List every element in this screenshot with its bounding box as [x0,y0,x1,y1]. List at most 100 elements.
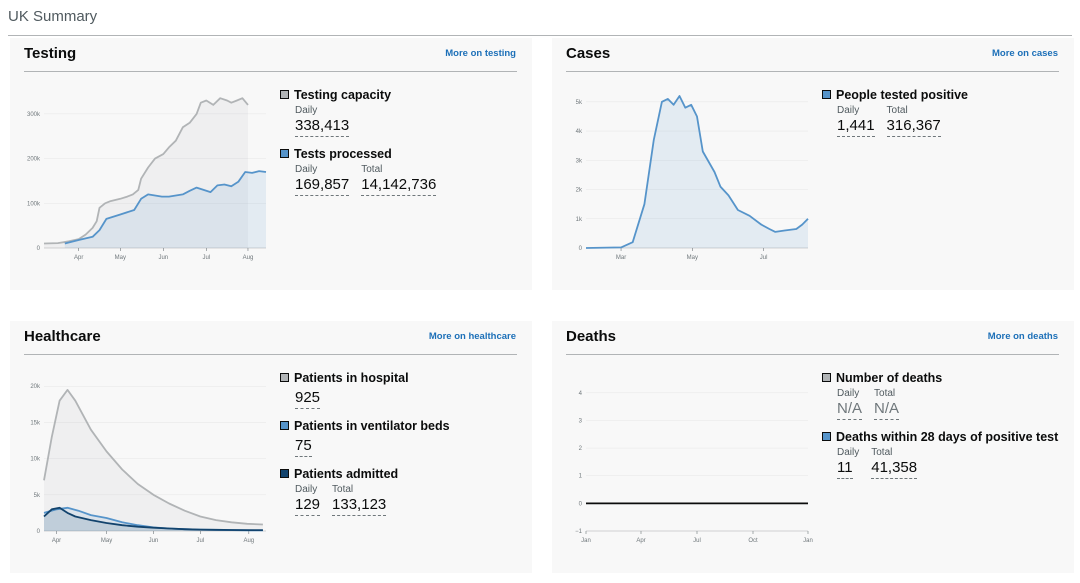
series-line-0 [43,388,263,526]
card-title: Cases [566,45,611,62]
y-tick-label: 0 [37,246,41,252]
metric-figures: Daily 169,857 Total 14,142,736 [280,164,520,196]
x-tick-label: Aug [243,255,254,261]
metric: Testing capacity Daily 338,413 [280,86,520,137]
metric: Number of deaths Daily N/A Total N/A [822,369,1062,420]
metric-label-row: People tested positive [822,86,1062,104]
figure-caption: Total [361,164,383,175]
y-tick-label: 5k [576,100,583,106]
cases-chart: 0 1k 2k 3k 4k 5k Mar May Jul [576,95,809,261]
x-tick-label: Jul [203,255,211,261]
figure-caption: Total [886,105,908,116]
metric-figure: Daily 11 [837,447,859,479]
cases-metrics: People tested positive Daily 1,441 Total 316… [822,86,1062,145]
card-title: Testing [24,45,77,62]
metric-figures: 925 [280,388,520,409]
figure-value[interactable]: 41,358 [871,458,918,479]
card-cases: Cases More on cases 0 1k 2k 3k 4k 5k Mar May Jul… [552,38,1074,290]
more-on-healthcare-link[interactable]: More on healthcare [428,331,516,342]
series-line-0 [585,95,809,249]
y-tick-label: 3 [579,418,583,424]
y-tick-label: 3k [576,158,583,164]
y-tick-label: 1 [579,474,583,480]
y-tick-label: 4k [576,129,583,135]
y-tick-label: 5k [34,493,41,499]
metric-label-row: Deaths within 28 days of positive test [822,428,1062,446]
metric: Deaths within 28 days of positive test Da… [822,428,1062,479]
y-tick-label: 200k [27,157,41,163]
figure-caption: Daily [295,484,318,495]
x-tick-label: Apr [636,538,645,544]
y-tick-label: 300k [27,112,41,118]
figure-caption: Total [871,447,893,458]
figure-value[interactable]: 925 [295,388,321,409]
metric-label-row: Number of deaths [822,369,1062,387]
metric-label: Number of deaths [836,371,943,385]
figure-caption: Daily [295,164,318,175]
legend-swatch-icon [280,90,289,99]
x-tick-label: Jul [197,538,205,544]
deaths-metrics: Number of deaths Daily N/A Total N/A Deaths w… [822,369,1062,487]
y-tick-label: −1 [575,529,583,535]
metric-figure: Total 316,367 [886,105,941,137]
x-tick-label: Apr [74,255,83,261]
y-tick-label: 0 [579,246,583,252]
card-deaths: Deaths More on deaths −1 0 1 2 3 4 Jan Apr Jul Oc… [552,321,1074,573]
y-tick-label: 20k [30,384,41,390]
figure-value[interactable]: 129 [295,495,321,516]
x-tick-label: Apr [52,538,61,544]
metric-figures: Daily 129 Total 133,123 [280,484,520,516]
metric-figures: 75 [280,436,520,457]
x-tick-label: Mar [616,255,626,261]
metric-label: People tested positive [836,88,968,102]
y-tick-label: 10k [30,457,41,463]
metric-label: Testing capacity [294,88,392,102]
y-tick-label: 0 [37,529,41,535]
figure-value[interactable]: N/A [837,399,863,420]
testing-chart: 0 100k 200k 300k Apr May Jun Jul Aug [27,97,267,261]
page-title: UK Summary [8,8,98,25]
x-tick-label: Aug [243,538,254,544]
figure-value[interactable]: 169,857 [295,175,350,196]
more-on-cases-link[interactable]: More on cases [992,48,1058,59]
metric: Patients in hospital 925 [280,369,520,409]
figure-value[interactable]: 11 [837,458,853,479]
x-tick-label: Jun [158,255,168,261]
metric-figure: Daily 338,413 [295,105,350,137]
figure-value[interactable]: 316,367 [886,116,941,137]
card-title: Healthcare [24,328,101,345]
metric: Patients in ventilator beds 75 [280,417,520,457]
metric-label-row: Patients in hospital [280,369,520,387]
figure-value[interactable]: 338,413 [295,116,350,137]
figure-value[interactable]: 133,123 [332,495,387,516]
figure-value[interactable]: N/A [874,399,900,420]
legend-swatch-icon [280,149,289,158]
metric-figure: Daily 169,857 [295,164,350,196]
x-tick-label: Jul [760,255,768,261]
card-divider [24,71,517,72]
legend-swatch-icon [280,373,289,382]
heading-divider [8,35,1072,36]
figure-value[interactable]: 1,441 [837,116,875,137]
figure-caption: Total [332,484,354,495]
series-area-0 [44,98,248,248]
more-on-testing-link[interactable]: More on testing [445,48,516,59]
x-tick-label: May [101,538,112,544]
series-line-0 [43,97,249,245]
healthcare-metrics: Patients in hospital 925 Patients in venti… [280,369,520,524]
series-area-2 [44,507,263,531]
metric-figure: 925 [295,388,321,409]
y-tick-label: 4 [579,391,583,397]
series-line-2 [43,506,263,532]
metric-figure: Total 41,358 [871,447,918,479]
series-area-0 [586,96,808,248]
legend-swatch-icon [822,432,831,441]
more-on-deaths-link[interactable]: More on deaths [987,331,1058,342]
figure-value[interactable]: 14,142,736 [361,175,437,196]
x-tick-label: Jul [693,538,701,544]
x-tick-label: Jun [149,538,159,544]
legend-swatch-icon [822,90,831,99]
metric-label: Patients admitted [294,467,399,481]
legend-swatch-icon [822,373,831,382]
figure-value[interactable]: 75 [295,436,312,457]
